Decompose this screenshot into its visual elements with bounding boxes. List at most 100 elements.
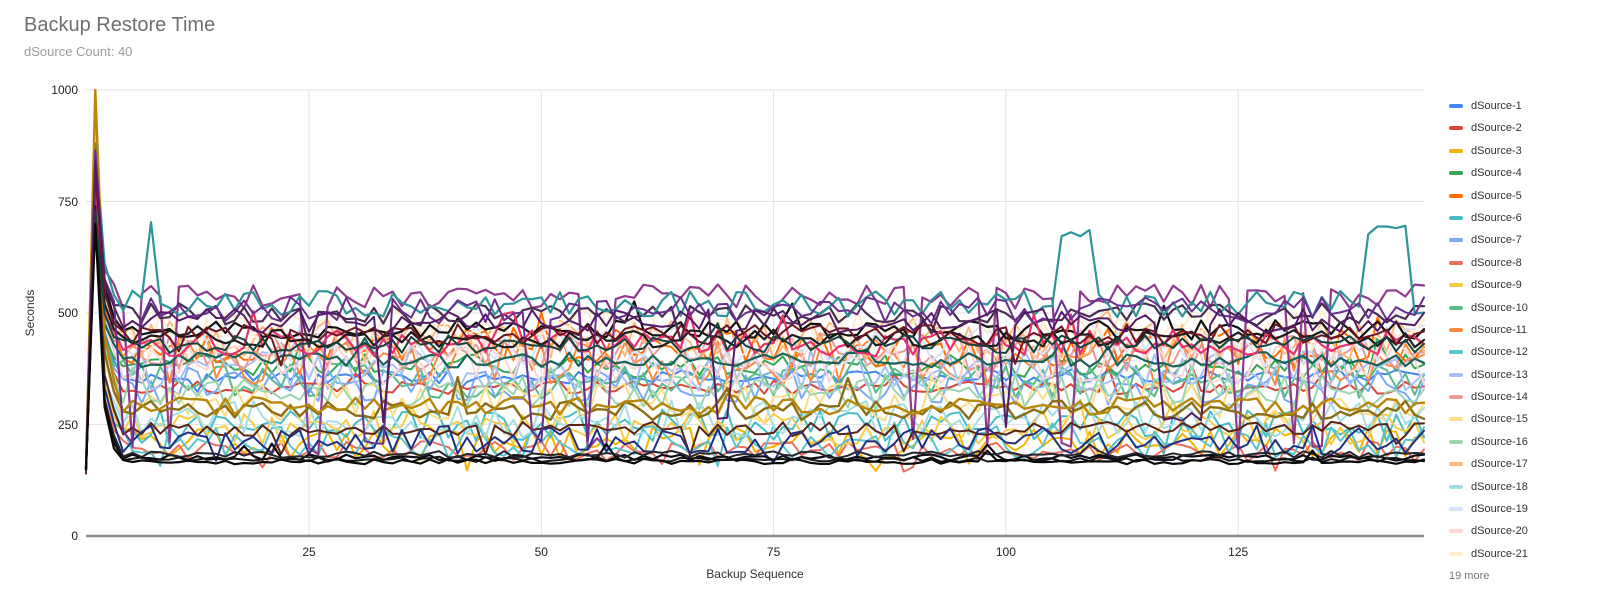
legend-swatch-icon xyxy=(1449,238,1463,243)
legend-swatch-icon xyxy=(1449,327,1463,332)
series-line-dSource-24 xyxy=(84,164,1426,471)
legend-label: dSource-11 xyxy=(1471,323,1528,336)
y-tick-label: 0 xyxy=(71,529,78,543)
legend-item: dSource-12 xyxy=(1449,346,1579,358)
legend-label: dSource-12 xyxy=(1471,346,1528,359)
series-line-dSource-16 xyxy=(85,216,1425,471)
series-line-dSource-26 xyxy=(84,142,1426,470)
series-line-dSource-39 xyxy=(85,160,1425,470)
x-tick-label: 25 xyxy=(302,545,316,559)
legend-swatch-icon xyxy=(1449,305,1463,310)
legend-swatch-icon xyxy=(1449,148,1463,153)
series-line-dSource-38 xyxy=(85,209,1425,471)
legend-label: dSource-17 xyxy=(1471,458,1528,471)
legend-label: dSource-21 xyxy=(1471,547,1528,560)
legend-label: dSource-16 xyxy=(1471,435,1528,448)
y-axis-title: Seconds xyxy=(23,289,37,337)
legend-label: dSource-14 xyxy=(1471,391,1528,404)
legend-item: dSource-11 xyxy=(1449,324,1579,336)
legend-label: dSource-6 xyxy=(1471,211,1522,224)
legend-label: dSource-10 xyxy=(1471,301,1528,314)
legend: dSource-1 dSource-2 dSource-3 dSource-4 dSou… xyxy=(1449,100,1579,582)
legend-label: dSource-15 xyxy=(1471,413,1528,426)
legend-item: dSource-15 xyxy=(1449,413,1579,425)
series-line-dSource-2 xyxy=(85,196,1425,471)
legend-item: dSource-19 xyxy=(1449,503,1579,515)
legend-swatch-icon xyxy=(1449,283,1463,288)
x-axis-title: Backup Sequence xyxy=(706,567,804,581)
legend-swatch-icon xyxy=(1449,126,1463,131)
y-tick-label: 500 xyxy=(57,306,78,320)
legend-swatch-icon xyxy=(1449,529,1463,534)
x-tick-label: 75 xyxy=(766,545,781,559)
series-line-dSource-30 xyxy=(84,198,1426,470)
legend-label: dSource-5 xyxy=(1471,189,1522,202)
legend-label: dSource-1 xyxy=(1471,100,1522,112)
legend-swatch-icon xyxy=(1449,395,1463,400)
series-line-dSource-32 xyxy=(84,182,1426,471)
series-line-dSource-6 xyxy=(85,213,1425,471)
legend-item: dSource-8 xyxy=(1449,257,1579,269)
legend-item: dSource-18 xyxy=(1449,481,1579,493)
chart-subtitle: dSource Count: 40 xyxy=(24,44,133,59)
legend-label: dSource-9 xyxy=(1471,279,1522,292)
legend-item: dSource-3 xyxy=(1449,145,1579,157)
x-tick-label: 50 xyxy=(534,545,548,559)
series-line-dSource-13 xyxy=(85,147,1425,471)
legend-label: dSource-8 xyxy=(1471,256,1522,269)
legend-label: dSource-7 xyxy=(1471,234,1522,247)
series-line-dSource-28 xyxy=(85,191,1425,475)
legend-swatch-icon xyxy=(1449,350,1463,355)
legend-overflow-button[interactable]: 19 more xyxy=(1449,570,1490,583)
series-line-dSource-31 xyxy=(84,88,1426,471)
legend-label: dSource-2 xyxy=(1471,122,1522,135)
series-line-dSource-1 xyxy=(85,187,1425,470)
legend-item: dSource-21 xyxy=(1449,548,1579,560)
legend-swatch-icon xyxy=(1449,193,1463,198)
legend-item: dSource-7 xyxy=(1449,234,1579,246)
legend-swatch-icon xyxy=(1449,104,1463,108)
legend-swatch-icon xyxy=(1449,417,1463,422)
series-line-dSource-18 xyxy=(85,222,1425,471)
legend-label: dSource-3 xyxy=(1471,144,1522,157)
legend-item: dSource-20 xyxy=(1449,525,1579,537)
legend-item: dSource-5 xyxy=(1449,190,1579,202)
legend-swatch-icon xyxy=(1449,372,1463,377)
legend-item: dSource-16 xyxy=(1449,436,1579,448)
legend-label: dSource-19 xyxy=(1471,503,1528,516)
legend-swatch-icon xyxy=(1449,215,1463,220)
legend-swatch-icon xyxy=(1449,171,1463,176)
series-line-dSource-15 xyxy=(85,211,1425,470)
x-tick-label: 100 xyxy=(995,545,1016,559)
chart-title: Backup Restore Time xyxy=(24,14,216,36)
series-line-dSource-34 xyxy=(85,213,1425,471)
legend-label: dSource-18 xyxy=(1471,480,1528,493)
legend-item: dSource-1 xyxy=(1449,100,1579,112)
legend-label: dSource-13 xyxy=(1471,368,1528,381)
legend-swatch-icon xyxy=(1449,484,1463,489)
legend-item: dSource-4 xyxy=(1449,167,1579,179)
y-tick-label: 750 xyxy=(57,194,78,209)
y-tick-label: 250 xyxy=(57,417,78,432)
legend-item: dSource-2 xyxy=(1449,122,1579,134)
legend-swatch-icon xyxy=(1449,551,1463,556)
legend-item: dSource-9 xyxy=(1449,279,1579,291)
series-line-dSource-10 xyxy=(85,218,1425,471)
legend-item: dSource-13 xyxy=(1449,369,1579,381)
legend-item: dSource-14 xyxy=(1449,391,1579,403)
legend-swatch-icon xyxy=(1449,439,1463,444)
x-tick-label: 125 xyxy=(1228,545,1249,559)
legend-item: dSource-10 xyxy=(1449,302,1579,314)
legend-swatch-icon xyxy=(1449,462,1463,467)
series-line-dSource-23 xyxy=(84,155,1426,470)
legend-swatch-icon xyxy=(1449,507,1463,512)
series-line-dSource-22 xyxy=(84,151,1426,471)
legend-item: dSource-6 xyxy=(1449,212,1579,224)
legend-label: dSource-20 xyxy=(1471,525,1528,538)
legend-label: dSource-4 xyxy=(1471,167,1522,180)
legend-item: dSource-17 xyxy=(1449,458,1579,470)
legend-swatch-icon xyxy=(1449,260,1463,265)
series-line-dSource-40 xyxy=(84,222,1426,471)
legend-rows: dSource-1 dSource-2 dSource-3 dSource-4 dSou… xyxy=(1449,100,1579,560)
